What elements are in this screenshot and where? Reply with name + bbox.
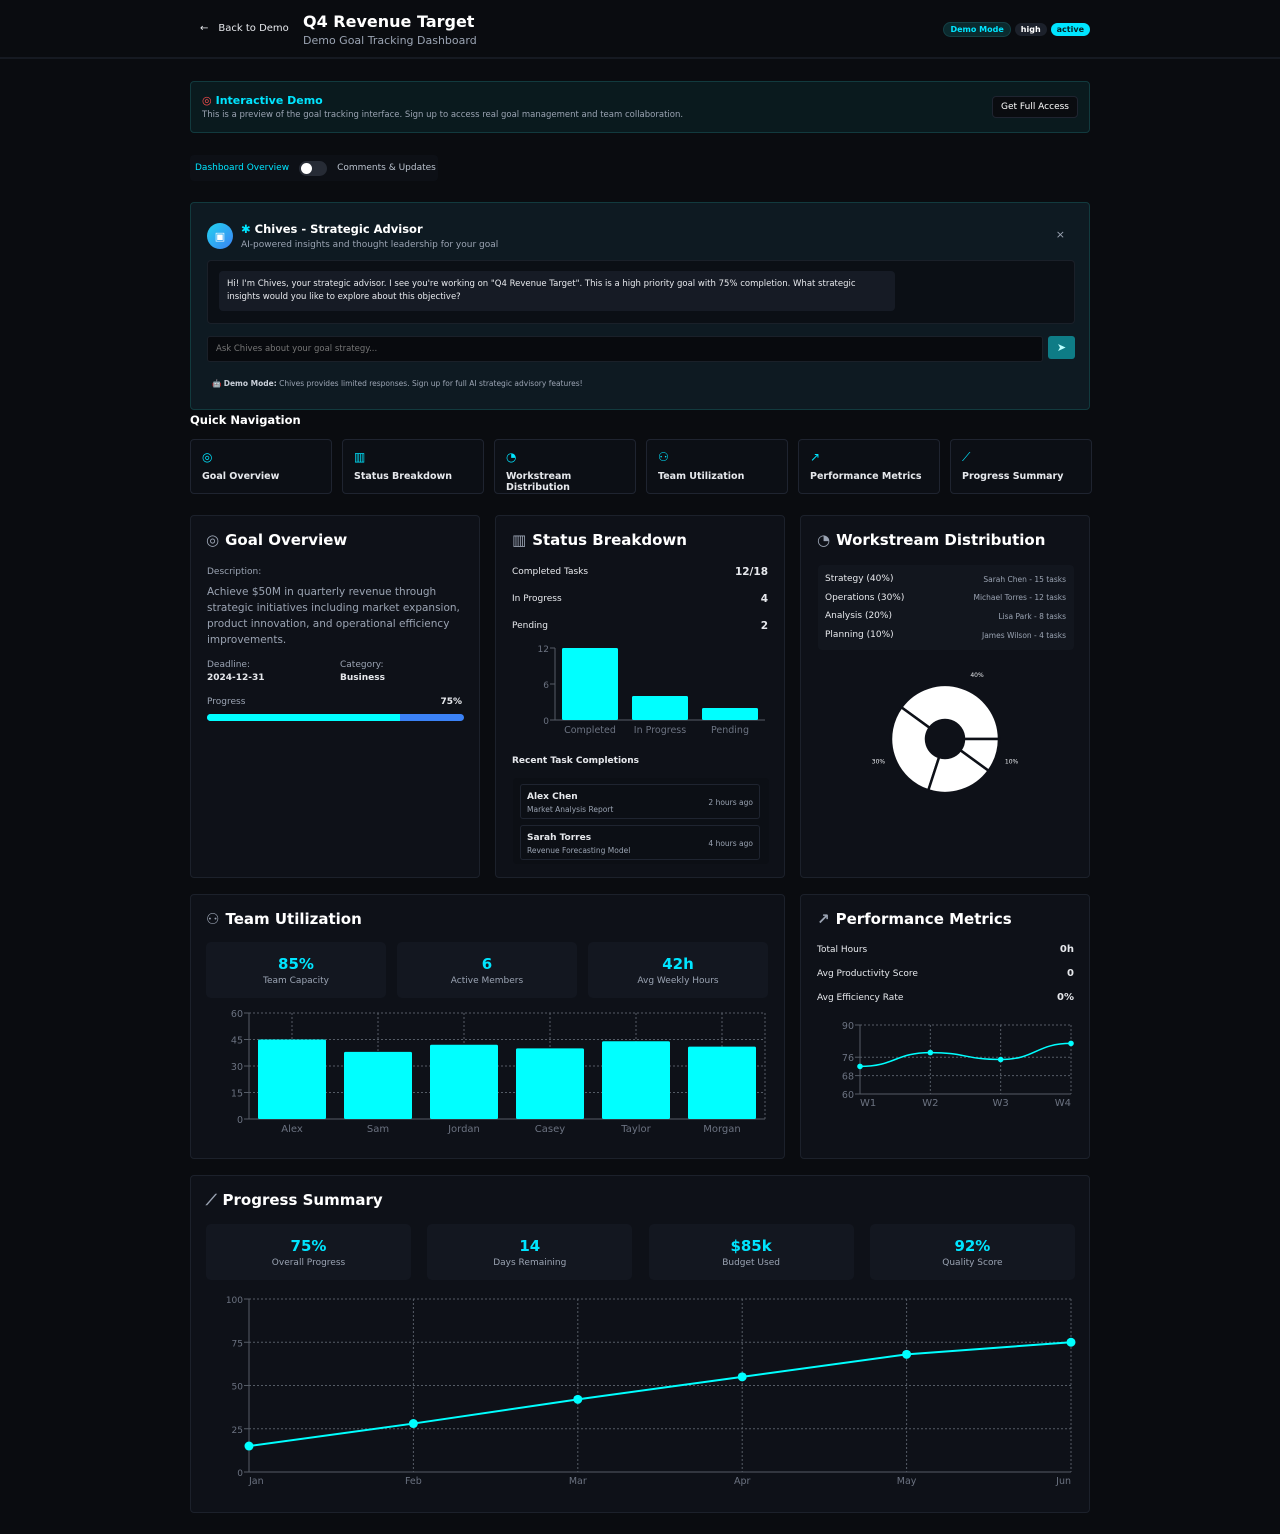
get-full-access-button[interactable]: Get Full Access <box>992 96 1078 118</box>
users-icon: ⚇ <box>658 450 669 464</box>
deadline-value: 2024-12-31 <box>207 673 265 683</box>
chat-area: Hi! I'm Chives, your strategic advisor. … <box>207 260 1075 324</box>
quick-nav-progress-summary[interactable]: ⟋ Progress Summary <box>950 439 1092 494</box>
recent-title: Recent Task Completions <box>512 756 639 766</box>
goal-overview-card: ◎ Goal Overview Description: Achieve $50M… <box>190 515 480 878</box>
summary-stat: 75% Overall Progress <box>206 1224 411 1280</box>
page-title: Q4 Revenue Target <box>303 12 475 31</box>
trending-up-icon: ↗ <box>810 450 821 464</box>
team-utilization-card: ⚇ Team Utilization <box>190 894 785 1159</box>
performance-row: Total Hours 0h <box>817 944 1074 955</box>
demo-banner: ◎ Interactive Demo This is a preview of t… <box>190 81 1090 133</box>
quick-nav-workstream-distribution[interactable]: ◔ Workstream Distribution <box>494 439 636 494</box>
recent-item: Alex Chen Market Analysis Report 2 hours a… <box>520 784 760 819</box>
trending-up-icon: ↗ <box>817 910 830 928</box>
target-icon: ◎ <box>202 94 212 107</box>
recent-item: Sarah Torres Revenue Forecasting Model 4 h… <box>520 825 760 860</box>
deadline-label: Deadline: <box>207 660 250 670</box>
bar-chart-icon: ▥ <box>512 531 527 549</box>
progress-bar <box>207 714 464 721</box>
category-value: Business <box>340 673 385 683</box>
category-label: Category: <box>340 660 384 670</box>
quick-nav-performance-metrics[interactable]: ↗ Performance Metrics <box>798 439 940 494</box>
quick-nav-title: Quick Navigation <box>190 413 301 427</box>
line-chart-icon: ⟋ <box>962 450 971 464</box>
status-badge: active <box>1050 23 1090 36</box>
status-row: In Progress 4 <box>512 593 768 605</box>
team-stat: 6 Active Members <box>397 942 577 998</box>
card-title: Status Breakdown <box>532 531 687 549</box>
quick-nav-goal-overview[interactable]: ◎ Goal Overview <box>190 439 332 494</box>
chat-message: Hi! I'm Chives, your strategic advisor. … <box>219 271 895 311</box>
arrow-left-icon: ← <box>200 23 209 34</box>
users-icon: ⚇ <box>206 910 220 928</box>
team-stat: 42h Avg Weekly Hours <box>588 942 768 998</box>
card-title: Progress Summary <box>222 1191 383 1209</box>
sparkle-icon: ✱ <box>241 222 251 236</box>
performance-row: Avg Efficiency Rate 0% <box>817 992 1074 1003</box>
summary-stat: 92% Quality Score <box>869 1224 1075 1280</box>
recent-list <box>513 778 769 864</box>
status-row: Pending 2 <box>512 620 768 632</box>
workstream-card: ◔ Workstream Distribution <box>800 515 1090 878</box>
advisor-subtitle: AI-powered insights and thought leadersh… <box>241 240 499 250</box>
card-title: Workstream Distribution <box>836 531 1046 549</box>
close-icon[interactable]: × <box>1055 228 1065 241</box>
bar-chart-icon: ▥ <box>354 450 366 464</box>
progress-value: 75% <box>440 697 462 707</box>
advisor-title: Chives - Strategic Advisor <box>254 222 423 236</box>
card-title: Goal Overview <box>225 531 348 549</box>
pie-chart-icon: ◔ <box>506 450 517 464</box>
progress-label: Progress <box>207 697 246 707</box>
view-switch[interactable] <box>299 160 328 176</box>
target-icon: ◎ <box>202 450 213 464</box>
demo-mode-badge: Demo Mode <box>943 22 1011 37</box>
top-header: ← Back to Demo Q4 Revenue Target Demo Goa… <box>0 0 1280 59</box>
send-button[interactable]: ➤ <box>1048 336 1075 359</box>
summary-stat: $85k Budget Used <box>648 1224 854 1280</box>
progress-fill <box>207 714 400 721</box>
send-icon: ➤ <box>1056 341 1067 354</box>
robot-icon: 🤖 <box>212 379 224 388</box>
goal-description: Achieve $50M in quarterly revenue throug… <box>207 586 460 646</box>
target-icon: ◎ <box>206 531 220 549</box>
workstream-row: Planning (10%) James Wilson - 4 tasks <box>825 630 1066 641</box>
card-title: Team Utilization <box>225 910 362 928</box>
status-row: Completed Tasks 12/18 <box>512 566 768 578</box>
demo-note: 🤖 Demo Mode: Chives provides limited res… <box>212 379 583 388</box>
workstream-row: Operations (30%) Michael Torres - 12 task… <box>825 592 1066 603</box>
robot-avatar-icon: ▣ <box>207 223 233 249</box>
workstream-list <box>818 565 1074 650</box>
card-title: Performance Metrics <box>835 910 1012 928</box>
quick-nav-team-utilization[interactable]: ⚇ Team Utilization <box>646 439 788 494</box>
banner-title: Interactive Demo <box>215 94 323 107</box>
workstream-row: Strategy (40%) Sarah Chen - 15 tasks <box>825 574 1066 584</box>
advisor-input[interactable] <box>207 336 1043 362</box>
dashboard-overview-tab[interactable]: Dashboard Overview <box>195 163 290 173</box>
team-stat: 85% Team Capacity <box>206 942 386 998</box>
badge-group: Demo Mode high active <box>939 22 1090 37</box>
back-button[interactable]: ← Back to Demo <box>200 23 289 34</box>
banner-text: This is a preview of the goal tracking i… <box>202 110 684 120</box>
comments-updates-tab[interactable]: Comments & Updates <box>337 163 436 173</box>
advisor-panel: ▣ ✱ Chives - Strategic Advisor AI-powered… <box>190 202 1090 410</box>
view-toggle: Dashboard Overview Comments & Updates <box>190 155 438 181</box>
quick-nav-status-breakdown[interactable]: ▥ Status Breakdown <box>342 439 484 494</box>
pie-chart-icon: ◔ <box>817 531 831 549</box>
performance-row: Avg Productivity Score 0 <box>817 968 1074 979</box>
line-chart-icon: ⟋ <box>206 1191 217 1209</box>
priority-badge: high <box>1014 23 1047 36</box>
summary-stat: 14 Days Remaining <box>427 1224 633 1280</box>
workstream-row: Analysis (20%) Lisa Park - 8 tasks <box>825 611 1066 622</box>
page-subtitle: Demo Goal Tracking Dashboard <box>303 34 477 47</box>
status-breakdown-card: ▥ Status Breakdown Recent Task Completion… <box>495 515 785 878</box>
description-label: Description: <box>207 567 262 577</box>
performance-card: ↗ Performance Metrics <box>800 894 1090 1159</box>
